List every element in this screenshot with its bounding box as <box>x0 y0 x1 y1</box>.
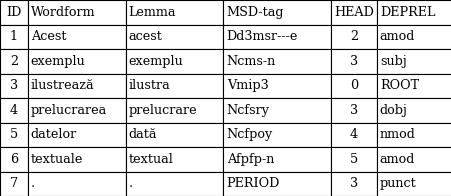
Text: Wordform: Wordform <box>31 6 95 19</box>
Text: 2: 2 <box>349 30 357 43</box>
Text: Ncms-n: Ncms-n <box>226 55 275 68</box>
Text: exemplu: exemplu <box>129 55 183 68</box>
Text: .: . <box>129 177 133 190</box>
Bar <box>331 49 376 74</box>
Bar <box>28 98 125 122</box>
Text: 1: 1 <box>10 30 18 43</box>
Text: Afpfp-n: Afpfp-n <box>226 153 273 166</box>
Text: 6: 6 <box>10 153 18 166</box>
Text: Dd3msr---e: Dd3msr---e <box>226 30 297 43</box>
Text: .: . <box>31 177 35 190</box>
Bar <box>125 122 223 147</box>
Text: 3: 3 <box>349 104 357 117</box>
Bar <box>28 0 125 24</box>
Bar <box>0 74 28 98</box>
Bar <box>331 0 376 24</box>
Text: ID: ID <box>6 6 22 19</box>
Bar <box>28 172 125 196</box>
Text: datelor: datelor <box>31 128 77 141</box>
Text: prelucrare: prelucrare <box>129 104 197 117</box>
Text: Ncfpoy: Ncfpoy <box>226 128 272 141</box>
Text: ilustra: ilustra <box>129 79 170 92</box>
Bar <box>0 98 28 122</box>
Text: 4: 4 <box>10 104 18 117</box>
Text: punct: punct <box>379 177 416 190</box>
Text: Acest: Acest <box>31 30 66 43</box>
Text: DEPREL: DEPREL <box>379 6 434 19</box>
Bar <box>376 24 451 49</box>
Text: nmod: nmod <box>379 128 415 141</box>
Text: Vmip3: Vmip3 <box>226 79 268 92</box>
Bar <box>376 98 451 122</box>
Bar <box>376 122 451 147</box>
Bar <box>0 147 28 172</box>
Bar <box>0 172 28 196</box>
Text: subj: subj <box>379 55 406 68</box>
Bar <box>376 74 451 98</box>
Bar <box>0 49 28 74</box>
Bar <box>28 147 125 172</box>
Text: dobj: dobj <box>379 104 407 117</box>
Bar <box>0 24 28 49</box>
Bar <box>223 122 331 147</box>
Bar <box>125 74 223 98</box>
Bar <box>376 49 451 74</box>
Bar <box>331 24 376 49</box>
Bar <box>223 49 331 74</box>
Text: acest: acest <box>129 30 162 43</box>
Text: Lemma: Lemma <box>129 6 176 19</box>
Bar <box>331 147 376 172</box>
Bar <box>28 49 125 74</box>
Text: textual: textual <box>129 153 173 166</box>
Bar <box>28 122 125 147</box>
Bar <box>125 24 223 49</box>
Bar <box>223 98 331 122</box>
Bar <box>331 172 376 196</box>
Bar <box>125 0 223 24</box>
Text: PERIOD: PERIOD <box>226 177 280 190</box>
Bar <box>0 122 28 147</box>
Bar <box>125 147 223 172</box>
Text: 3: 3 <box>349 177 357 190</box>
Bar <box>223 0 331 24</box>
Bar <box>331 98 376 122</box>
Bar <box>376 172 451 196</box>
Text: 2: 2 <box>10 55 18 68</box>
Bar <box>376 0 451 24</box>
Text: HEAD: HEAD <box>333 6 373 19</box>
Bar <box>125 172 223 196</box>
Text: ilustrează: ilustrează <box>31 79 94 92</box>
Text: 3: 3 <box>349 55 357 68</box>
Text: amod: amod <box>379 153 414 166</box>
Text: MSD-tag: MSD-tag <box>226 6 284 19</box>
Bar <box>223 74 331 98</box>
Bar <box>28 24 125 49</box>
Text: 5: 5 <box>9 128 18 141</box>
Text: amod: amod <box>379 30 414 43</box>
Text: ROOT: ROOT <box>379 79 418 92</box>
Text: 0: 0 <box>349 79 357 92</box>
Text: Ncfsry: Ncfsry <box>226 104 269 117</box>
Bar <box>376 147 451 172</box>
Bar <box>125 98 223 122</box>
Text: textuale: textuale <box>31 153 83 166</box>
Text: prelucrarea: prelucrarea <box>31 104 107 117</box>
Text: 7: 7 <box>10 177 18 190</box>
Text: 3: 3 <box>10 79 18 92</box>
Text: dată: dată <box>129 128 157 141</box>
Bar <box>223 24 331 49</box>
Bar <box>0 0 28 24</box>
Bar <box>28 74 125 98</box>
Text: exemplu: exemplu <box>31 55 85 68</box>
Text: 5: 5 <box>349 153 357 166</box>
Bar <box>125 49 223 74</box>
Bar <box>331 122 376 147</box>
Bar <box>331 74 376 98</box>
Bar <box>223 172 331 196</box>
Bar <box>223 147 331 172</box>
Text: 4: 4 <box>349 128 357 141</box>
